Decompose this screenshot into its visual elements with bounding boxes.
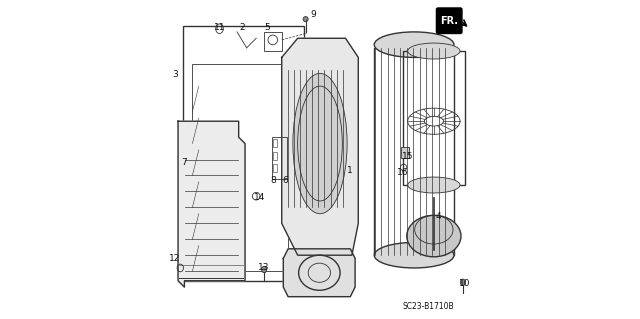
Bar [264, 32, 282, 51]
Text: 1: 1 [348, 166, 353, 175]
Text: 6: 6 [282, 176, 288, 185]
Ellipse shape [408, 177, 460, 193]
Text: 4: 4 [435, 212, 441, 221]
FancyBboxPatch shape [436, 8, 462, 33]
Text: 2: 2 [239, 23, 244, 32]
Text: 3: 3 [172, 70, 178, 79]
Bar [273, 152, 276, 160]
Text: 10: 10 [460, 279, 471, 288]
Ellipse shape [374, 32, 454, 57]
Bar [374, 48, 454, 255]
Polygon shape [284, 249, 355, 297]
Bar [183, 26, 304, 281]
Bar [273, 139, 276, 147]
Text: 7: 7 [182, 158, 188, 167]
Ellipse shape [460, 279, 465, 286]
Bar [193, 64, 288, 271]
Ellipse shape [374, 242, 454, 268]
Ellipse shape [303, 17, 308, 22]
Ellipse shape [293, 73, 347, 214]
Ellipse shape [262, 266, 267, 273]
Bar [272, 137, 287, 179]
Text: 9: 9 [311, 10, 317, 19]
Polygon shape [282, 38, 358, 255]
Bar [401, 147, 410, 158]
Text: 5: 5 [264, 23, 270, 32]
Text: 15: 15 [402, 152, 413, 161]
Text: SC23-B1710B: SC23-B1710B [403, 302, 454, 311]
Text: 8: 8 [271, 176, 276, 185]
Text: FR.: FR. [440, 16, 458, 26]
Text: 13: 13 [259, 263, 270, 272]
Bar [273, 164, 276, 172]
Text: 12: 12 [169, 254, 180, 263]
Text: 14: 14 [253, 193, 265, 202]
Bar [403, 51, 465, 185]
Text: 16: 16 [397, 168, 409, 177]
Text: 11: 11 [214, 23, 225, 32]
Ellipse shape [408, 43, 460, 59]
Ellipse shape [407, 215, 461, 257]
Polygon shape [178, 121, 245, 287]
